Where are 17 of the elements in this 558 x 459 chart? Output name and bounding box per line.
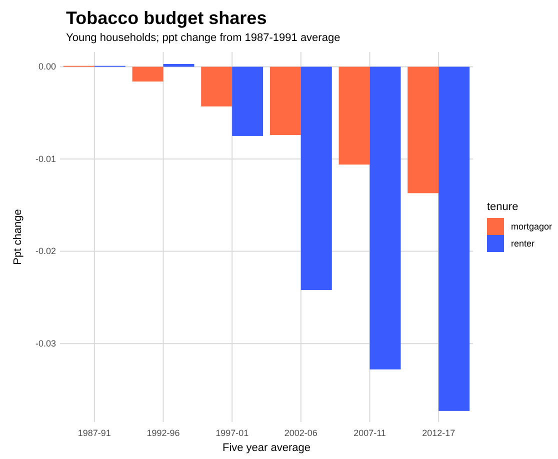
legend-title: tenure [487, 201, 518, 213]
x-tick-label: 1997-01 [216, 428, 249, 438]
x-axis-title: Five year average [222, 442, 311, 454]
x-tick-label: 1992-96 [146, 428, 180, 438]
legend-label: renter [511, 238, 535, 248]
legend-label: mortgagor [511, 221, 552, 232]
y-axis-title: Ppt change [12, 209, 24, 265]
y-tick-label: -0.03 [35, 338, 56, 348]
chart-subtitle: Young households; ppt change from 1987-1991 average [66, 32, 340, 44]
y-tick-label: 0.00 [38, 62, 56, 72]
x-tick-label: 2012-17 [422, 428, 456, 438]
chart-title: Tobacco budget shares [66, 8, 267, 28]
y-tick-label: -0.01 [35, 154, 56, 164]
x-tick-label: 2007-11 [354, 428, 386, 438]
y-tick-label: -0.02 [35, 246, 56, 256]
x-tick-label: 1987-91 [78, 428, 111, 438]
x-tick-label: 2002-06 [284, 428, 318, 438]
